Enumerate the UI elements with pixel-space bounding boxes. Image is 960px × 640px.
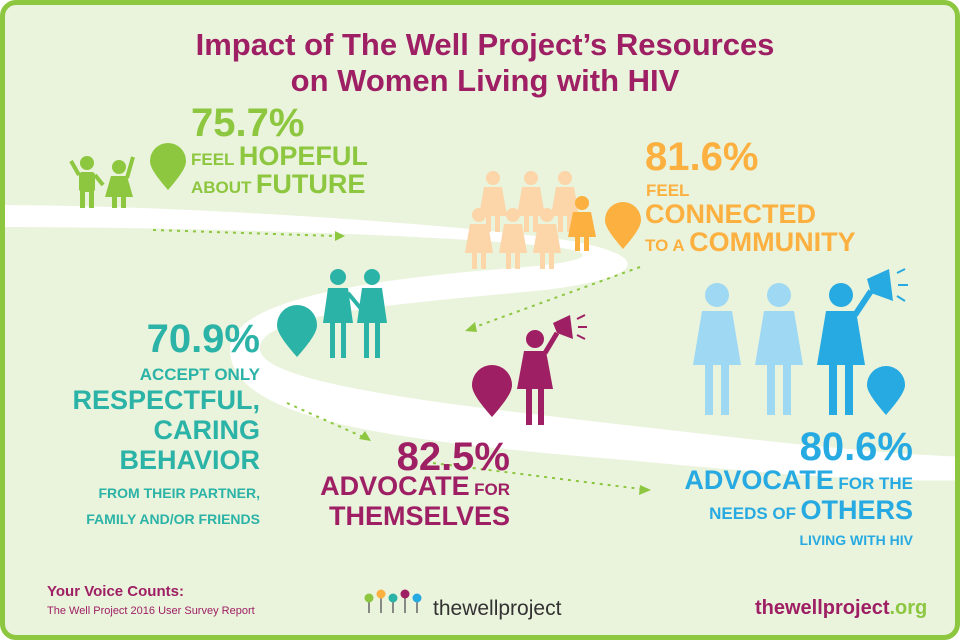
arrow-heads: [335, 231, 651, 495]
dashed-arrows: [152, 229, 642, 490]
respectful-accept: ACCEPT ONLY: [139, 365, 260, 384]
respectful-from: FROM THEIR PARTNER,: [98, 485, 260, 501]
themselves-percent: 82.5%: [396, 435, 510, 479]
site-url-link[interactable]: thewellproject.org: [755, 597, 928, 619]
children-icon: [69, 156, 135, 208]
others-line2: NEEDS OF OTHERS: [709, 495, 913, 525]
others-line1: ADVOCATE FOR THE: [684, 465, 913, 495]
winding-road: [5, 205, 955, 481]
page-title-line1: Impact of The Well Project’s Resources: [195, 27, 775, 62]
connected-word: CONNECTED: [645, 199, 817, 229]
hopeful-percent: 75.7%: [191, 101, 305, 145]
flower-logo-icon: [364, 589, 422, 613]
map-pin-icon: [277, 305, 317, 357]
women-group-megaphone-icon: [693, 268, 908, 415]
road-background: [5, 143, 955, 613]
others-line3: LIVING WITH HIV: [799, 532, 913, 548]
map-pin-icon: [150, 143, 186, 190]
map-pin-icon: [472, 365, 512, 417]
respectful-word: RESPECTFUL,: [72, 385, 260, 415]
themselves-line1: ADVOCATE FOR: [320, 471, 510, 501]
woman-orange-icon: [568, 196, 596, 251]
hopeful-line1: FEEL HOPEFUL: [191, 141, 368, 171]
map-pin-icon: [867, 366, 905, 415]
woman-megaphone-icon: [517, 314, 587, 425]
footer-report: The Well Project 2016 User Survey Report: [47, 605, 255, 617]
connected-line3: TO A COMMUNITY: [645, 227, 856, 257]
connected-feel: FEEL: [646, 181, 690, 200]
couple-icon: [323, 269, 387, 358]
footer-voice: Your Voice Counts:: [47, 583, 184, 600]
themselves-line2: THEMSELVES: [328, 501, 510, 531]
respectful-percent: 70.9%: [146, 317, 260, 361]
others-percent: 80.6%: [799, 425, 913, 469]
connected-percent: 81.6%: [645, 135, 759, 179]
logo-text: thewellproject: [433, 597, 562, 620]
crowd-women-icon: [465, 171, 579, 269]
map-pin-icon: [605, 202, 641, 249]
respectful-behavior: BEHAVIOR: [119, 445, 260, 475]
page-title-line2: on Women Living with HIV: [290, 63, 680, 98]
respectful-caring: CARING: [153, 415, 261, 445]
respectful-family: FAMILY AND/OR FRIENDS: [86, 511, 260, 527]
hopeful-line2: ABOUT FUTURE: [191, 169, 366, 199]
